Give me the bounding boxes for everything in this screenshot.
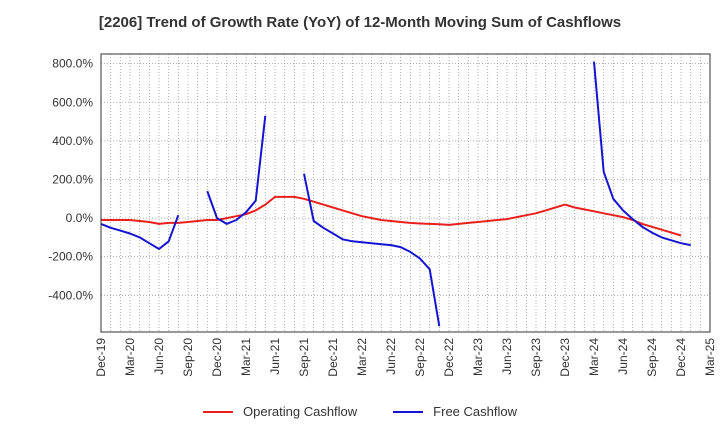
legend-label-operating-cashflow: Operating Cashflow <box>243 404 358 419</box>
legend-item-operating-cashflow: Operating Cashflow <box>203 404 357 419</box>
legend-swatch-free-cashflow <box>393 410 424 413</box>
x-tick-label: Jun-21 <box>268 338 282 375</box>
y-tick-label: 600.0% <box>52 95 93 109</box>
y-tick-label: 400.0% <box>52 134 93 148</box>
y-tick-layer: 800.0% 600.0% 400.0% 200.0% 0.0% -200.0% -400.… <box>48 57 93 303</box>
x-tick-label: Sep-20 <box>181 338 195 377</box>
plot-area-border <box>100 53 711 333</box>
series-line-free-cashflow <box>593 61 691 247</box>
x-tick-label: Mar-20 <box>123 338 137 376</box>
x-tick-label: Sep-24 <box>645 338 659 377</box>
x-tick-label: Dec-19 <box>94 338 108 377</box>
x-tick-label: Mar-23 <box>471 338 485 376</box>
x-tick-label: Dec-20 <box>210 338 224 377</box>
series-layer <box>100 61 691 327</box>
x-tick-label: Mar-24 <box>587 338 601 376</box>
series-line-free-cashflow <box>206 115 267 225</box>
chart-legend: Operating Cashflow Free Cashflow <box>0 404 720 419</box>
x-tick-label: Dec-23 <box>558 338 572 377</box>
x-tick-label: Jun-22 <box>384 338 398 375</box>
grid-layer <box>100 54 711 332</box>
x-tick-label: Mar-22 <box>355 338 369 376</box>
axis-layer <box>100 53 711 333</box>
y-tick-label: -200.0% <box>48 250 93 264</box>
series-line-free-cashflow <box>303 173 441 327</box>
x-tick-label: Jun-23 <box>500 338 514 375</box>
legend-swatch-operating-cashflow <box>203 410 233 413</box>
y-tick-label: 200.0% <box>52 172 93 186</box>
x-tick-label: Mar-21 <box>239 338 253 376</box>
x-tick-label: Sep-23 <box>529 338 543 377</box>
y-tick-label: 0.0% <box>66 211 94 225</box>
x-tick-label: Sep-21 <box>297 338 311 377</box>
legend-label-free-cashflow: Free Cashflow <box>433 404 517 419</box>
x-tick-label: Mar-25 <box>703 338 717 376</box>
y-tick-label: -400.0% <box>48 288 93 302</box>
x-tick-label: Dec-24 <box>674 338 688 377</box>
y-tick-label: 800.0% <box>52 57 93 71</box>
x-tick-label: Dec-21 <box>326 338 340 377</box>
x-tick-label: Sep-22 <box>413 338 427 377</box>
series-line-free-cashflow <box>100 214 180 250</box>
x-tick-layer: Dec-19 Mar-20 Jun-20 Sep-20 Dec-20 Mar-21 Jun-… <box>94 338 717 377</box>
chart-title: [2206] Trend of Growth Rate (YoY) of 12-… <box>98 14 622 31</box>
legend-item-free-cashflow: Free Cashflow <box>393 404 517 419</box>
x-tick-label: Dec-22 <box>442 338 456 377</box>
x-tick-label: Jun-24 <box>616 338 630 375</box>
series-line-operating-cashflow <box>101 195 682 237</box>
x-tick-label: Jun-20 <box>152 338 166 375</box>
